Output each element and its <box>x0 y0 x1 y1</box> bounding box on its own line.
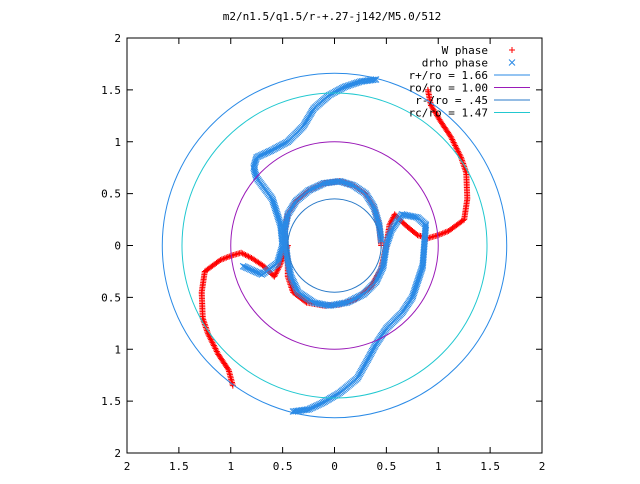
series-1 <box>239 76 430 415</box>
point-0-1-55 <box>224 254 231 261</box>
point-0-0-345 <box>451 140 458 147</box>
legend-label-5: rc/ro = 1.47 <box>409 107 488 120</box>
point-0-1-41 <box>245 253 252 260</box>
point-0-0-338 <box>456 151 463 158</box>
point-0-1-120 <box>211 344 218 351</box>
legend-marker-1 <box>508 59 516 66</box>
y-axis: 2 1.5 1 0.5 0 0.5 1 1.5 2 <box>101 32 542 460</box>
point-0-1-16 <box>275 266 282 273</box>
legend-label-3: ro/ro = 1.00 <box>409 82 488 95</box>
y-tick-label-8: 2 <box>114 32 121 45</box>
point-0-1-58 <box>220 255 227 262</box>
point-0-0-239 <box>387 220 394 227</box>
point-1-1-12 <box>257 270 264 278</box>
y-tick-label-6: 1 <box>114 136 121 149</box>
x-tick-label-6: 1 <box>435 460 442 473</box>
point-0-1-42 <box>244 252 251 259</box>
point-0-0-280 <box>438 230 445 237</box>
point-0-0-242 <box>389 215 396 222</box>
x-tick-label-7: 1.5 <box>480 460 500 473</box>
point-0-1-14 <box>276 263 283 270</box>
y-tick-label-1: 1.5 <box>101 395 121 408</box>
point-0-1-136 <box>224 365 231 372</box>
circle-1 <box>230 141 439 350</box>
legend-label-0: W phase <box>442 44 488 57</box>
point-0-1-122 <box>213 346 220 353</box>
point-0-1-117 <box>209 339 216 346</box>
x-tick-label-8: 2 <box>539 460 546 473</box>
circle-3 <box>181 92 488 399</box>
point-0-1-13 <box>277 261 284 268</box>
x-tick-label-5: 0.5 <box>376 460 396 473</box>
point-0-1-113 <box>206 333 213 340</box>
point-0-1-114 <box>207 335 214 342</box>
point-0-0-238 <box>386 221 393 228</box>
point-0-0-347 <box>449 138 456 145</box>
point-0-0-281 <box>439 230 446 237</box>
point-0-0-342 <box>453 145 460 152</box>
x-tick-label-2: 1 <box>227 460 234 473</box>
y-tick-label-3: 0.5 <box>101 291 121 304</box>
x-tick-label-0: 2 <box>124 460 131 473</box>
point-0-1-116 <box>208 338 215 345</box>
point-0-1-18 <box>273 269 280 276</box>
point-0-1-56 <box>223 254 230 261</box>
point-0-1-123 <box>213 348 220 355</box>
point-0-0-372 <box>428 103 435 110</box>
legend-label-4: r-/ro = .45 <box>415 94 488 107</box>
y-tick-label-5: 0.5 <box>101 188 121 201</box>
point-0-0-283 <box>442 229 449 236</box>
legend-marker-0 <box>509 47 515 53</box>
point-0-0-241 <box>388 217 395 224</box>
point-0-1-17 <box>274 267 281 274</box>
x-tick-label-1: 1.5 <box>169 460 189 473</box>
point-0-0-282 <box>441 229 448 236</box>
point-0-0-383 <box>424 86 431 93</box>
point-0-1-115 <box>207 336 214 343</box>
point-0-0-240 <box>387 218 394 225</box>
data-marks <box>198 76 471 415</box>
point-0-0-340 <box>455 148 462 155</box>
x-axis: 2 1.5 1 0.5 0 0.5 1 1.5 2 <box>124 38 546 473</box>
y-tick-label-7: 1.5 <box>101 84 121 97</box>
y-tick-label-4: 0 <box>114 240 121 253</box>
point-0-0-263 <box>413 231 420 238</box>
y-tick-label-0: 2 <box>114 447 121 460</box>
x-tick-label-3: 0.5 <box>273 460 293 473</box>
circle-2 <box>287 198 382 293</box>
point-0-0-343 <box>452 143 459 150</box>
legend-label-1: drho phase <box>422 57 488 70</box>
point-0-1-57 <box>221 255 228 262</box>
chart-title: m2/n1.5/q1.5/r-+.27-j142/M5.0/512 <box>223 10 442 23</box>
x-tick-label-4: 0 <box>331 460 338 473</box>
point-0-0-341 <box>454 146 461 153</box>
point-0-1-44 <box>241 251 248 258</box>
point-0-1-12 <box>277 260 284 267</box>
point-0-1-39 <box>248 254 255 261</box>
point-0-0-339 <box>455 149 462 156</box>
point-0-1-119 <box>210 342 217 349</box>
legend-label-2: r+/ro = 1.66 <box>409 69 488 82</box>
point-0-1-43 <box>242 251 249 258</box>
point-0-1-121 <box>212 345 219 352</box>
point-0-0-348 <box>449 136 456 143</box>
point-0-1-40 <box>247 254 254 261</box>
point-0-1-15 <box>275 264 282 271</box>
series-0 <box>198 86 471 389</box>
point-0-0-344 <box>452 142 459 149</box>
reference-circles <box>161 72 508 419</box>
y-tick-label-2: 1 <box>114 343 121 356</box>
point-0-1-118 <box>210 341 217 348</box>
point-0-0-346 <box>450 139 457 146</box>
circle-0 <box>161 72 508 419</box>
